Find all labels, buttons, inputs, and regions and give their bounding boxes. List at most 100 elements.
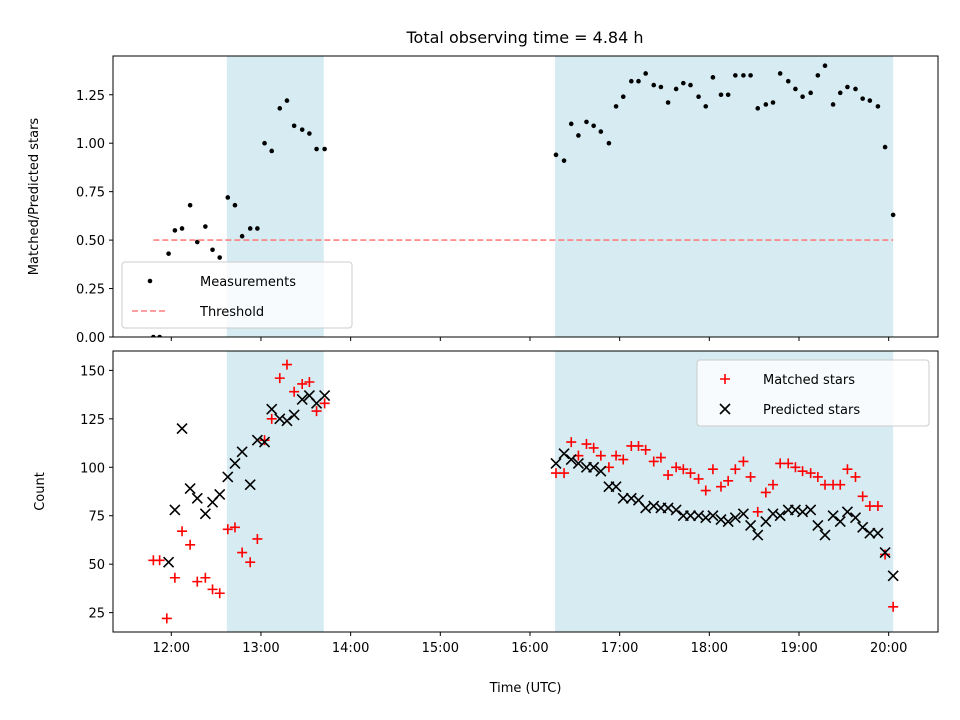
y-tick-label: 0.25: [76, 283, 105, 298]
matched-stars-point: [752, 506, 763, 517]
predicted-stars-point: [191, 492, 203, 504]
measurements-point: [568, 121, 574, 127]
predicted-stars-point: [163, 556, 175, 568]
shaded-region-1: [226, 351, 324, 632]
measurements-point: [837, 90, 843, 96]
predicted-stars-point: [700, 512, 712, 524]
measurements-point: [785, 78, 791, 84]
y-axis-label: Matched/Predicted stars: [27, 118, 42, 276]
legend-label: Predicted stars: [763, 403, 860, 418]
y-tick-label: 100: [80, 461, 105, 476]
measurements-point: [151, 334, 156, 337]
measurements-point: [890, 212, 896, 218]
matched-stars-point: [618, 454, 629, 465]
measurements-point: [239, 233, 245, 239]
matched-stars-point: [805, 468, 816, 479]
predicted-stars-point: [288, 409, 300, 421]
measurements-point: [681, 80, 686, 86]
measurements-point: [203, 224, 208, 229]
matched-stars-point: [566, 437, 577, 448]
measurements-point: [210, 247, 215, 253]
x-tick-label: 17:00: [601, 641, 638, 656]
predicted-stars-point: [595, 465, 607, 477]
matched-stars-point: [289, 386, 300, 397]
measurements-point: [314, 146, 319, 152]
matched-stars-point: [229, 522, 240, 533]
matched-stars-point: [319, 398, 330, 409]
matched-stars-point: [595, 450, 606, 461]
predicted-stars-point: [797, 506, 809, 518]
x-tick-label: 18:00: [691, 641, 728, 656]
measurements-point: [561, 158, 567, 163]
predicted-stars-point: [729, 512, 741, 524]
y-tick-label: 1.00: [76, 137, 105, 152]
predicted-stars-point: [617, 492, 629, 504]
measurements-point: [793, 86, 798, 92]
matched-stars-point: [880, 549, 891, 560]
matched-stars-point: [237, 547, 248, 558]
predicted-stars-point: [752, 529, 764, 541]
predicted-stars-point: [625, 492, 637, 504]
predicted-stars-point: [819, 529, 831, 541]
predicted-stars-point: [296, 393, 308, 406]
predicted-stars-point: [887, 570, 899, 582]
x-tick-label: 12:00: [153, 641, 190, 656]
predicted-stars-point: [565, 453, 577, 466]
measurements-point: [225, 195, 231, 200]
x-tick-label: 16:00: [511, 641, 548, 656]
predicted-stars-point: [319, 390, 331, 402]
legend-measurements-swatch: [147, 278, 153, 284]
measurements-point: [620, 94, 626, 99]
measurements-point: [770, 100, 776, 105]
y-tick-label: 25: [88, 607, 105, 622]
measurements-point: [643, 71, 648, 76]
measurements-point: [718, 92, 724, 98]
measurements-point: [291, 123, 297, 129]
measurements-point: [262, 140, 267, 146]
predicted-stars-point: [169, 504, 181, 516]
measurements-point: [217, 255, 223, 260]
measurements-point: [613, 104, 619, 109]
matched-stars-point: [161, 613, 172, 624]
y-tick-label: 150: [80, 364, 105, 379]
matched-stars-point: [745, 471, 756, 482]
predicted-stars-point: [236, 446, 248, 458]
measurements-point: [755, 106, 761, 111]
measurements-point: [591, 123, 596, 129]
matched-stars-point: [281, 359, 292, 370]
matched-stars-point: [559, 468, 570, 479]
predicted-stars-point: [558, 448, 570, 460]
measurements-point: [703, 104, 709, 109]
matched-stars-point: [245, 557, 256, 568]
matched-stars-point: [700, 485, 711, 496]
matched-stars-point: [200, 572, 211, 583]
measurements-point: [598, 129, 604, 134]
matched-stars-point: [169, 572, 180, 583]
predicted-stars-point: [827, 510, 839, 522]
predicted-stars-point: [812, 519, 824, 531]
y-tick-label: 125: [80, 413, 105, 428]
matched-stars-point: [812, 471, 823, 482]
measurements-point: [277, 106, 283, 111]
matched-stars-point: [611, 450, 622, 461]
matched-stars-point: [259, 435, 270, 446]
predicted-stars-point: [707, 510, 719, 522]
predicted-stars-point: [662, 502, 674, 514]
measurements-point: [733, 73, 738, 78]
matched-stars-point: [297, 378, 308, 389]
matched-stars-point: [842, 464, 853, 475]
y-tick-label: 0.50: [76, 234, 105, 249]
predicted-stars-point: [767, 508, 779, 520]
top-panel-matched-ratio: 0.00 0.25 0.50 0.75 1.00 1.25 Matched/Predicte…: [27, 55, 939, 346]
legend-label: Threshold: [199, 305, 264, 320]
measurements-point: [157, 334, 162, 337]
matched-stars-point: [185, 539, 196, 550]
y-tick-label: 0.00: [76, 331, 105, 346]
measurements-point: [845, 84, 850, 90]
matched-stars-point: [633, 440, 644, 451]
predicted-stars-point: [879, 546, 891, 559]
matched-stars-point: [177, 526, 188, 537]
matched-stars-point: [588, 442, 599, 453]
predicted-stars-point: [789, 504, 801, 516]
